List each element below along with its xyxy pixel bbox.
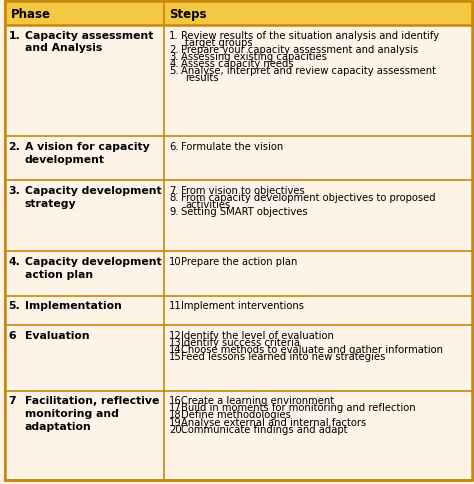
Bar bbox=[5, 181, 164, 252]
Text: results: results bbox=[185, 73, 219, 83]
Bar bbox=[5, 296, 164, 326]
Text: Analyse external and internal factors: Analyse external and internal factors bbox=[181, 417, 366, 426]
Text: 3.: 3. bbox=[9, 186, 20, 196]
Text: Identify success criteria: Identify success criteria bbox=[181, 338, 300, 348]
Text: Phase: Phase bbox=[10, 8, 50, 20]
Text: From capacity development objectives to proposed: From capacity development objectives to … bbox=[181, 193, 435, 203]
Bar bbox=[164, 252, 472, 296]
Text: Create a learning environment: Create a learning environment bbox=[181, 395, 334, 406]
Text: Evaluation: Evaluation bbox=[25, 331, 89, 341]
Text: Capacity assessment
and Analysis: Capacity assessment and Analysis bbox=[25, 30, 153, 53]
Text: Define methodologies: Define methodologies bbox=[181, 409, 291, 420]
Text: Choose methods to evaluate and gather information: Choose methods to evaluate and gather in… bbox=[181, 345, 443, 355]
Text: Prepare your capacity assessment and analysis: Prepare your capacity assessment and ana… bbox=[181, 45, 418, 55]
Text: 8.: 8. bbox=[169, 193, 179, 203]
Text: 17.: 17. bbox=[169, 403, 185, 412]
Text: Formulate the vision: Formulate the vision bbox=[181, 141, 283, 151]
Bar bbox=[5, 136, 164, 181]
Text: 1.: 1. bbox=[169, 30, 179, 41]
Text: 13.: 13. bbox=[169, 338, 185, 348]
Bar bbox=[5, 26, 164, 136]
Text: 5.: 5. bbox=[9, 301, 20, 311]
Text: Review results of the situation analysis and identify: Review results of the situation analysis… bbox=[181, 30, 439, 41]
Text: Capacity development
strategy: Capacity development strategy bbox=[25, 186, 161, 209]
Text: Assess capacity needs: Assess capacity needs bbox=[181, 59, 293, 69]
Text: 11.: 11. bbox=[169, 301, 185, 311]
Text: A vision for capacity
development: A vision for capacity development bbox=[25, 141, 149, 164]
Text: Steps: Steps bbox=[169, 8, 207, 20]
Bar bbox=[5, 391, 164, 480]
Text: 18.: 18. bbox=[169, 409, 185, 420]
Text: 16.: 16. bbox=[169, 395, 185, 406]
Text: Capacity development
action plan: Capacity development action plan bbox=[25, 257, 161, 279]
Text: 7.: 7. bbox=[169, 186, 179, 196]
Text: Feed lessons learned into new strategies: Feed lessons learned into new strategies bbox=[181, 352, 385, 362]
Text: Assessing existing capacities: Assessing existing capacities bbox=[181, 52, 327, 61]
Text: target groups: target groups bbox=[185, 38, 253, 47]
Text: activities: activities bbox=[185, 200, 230, 210]
Text: 7: 7 bbox=[9, 395, 16, 406]
Text: 4.: 4. bbox=[169, 59, 179, 69]
Bar bbox=[164, 326, 472, 391]
Text: Implement interventions: Implement interventions bbox=[181, 301, 303, 311]
Text: 19.: 19. bbox=[169, 417, 185, 426]
Text: 1.: 1. bbox=[9, 30, 20, 41]
Bar bbox=[164, 181, 472, 252]
Bar bbox=[164, 136, 472, 181]
Text: 6.: 6. bbox=[169, 141, 179, 151]
Text: 9.: 9. bbox=[169, 207, 179, 217]
Text: Communicate findings and adapt: Communicate findings and adapt bbox=[181, 424, 347, 434]
Bar bbox=[5, 326, 164, 391]
Text: 3.: 3. bbox=[169, 52, 179, 61]
Text: Prepare the action plan: Prepare the action plan bbox=[181, 257, 297, 266]
Text: 5.: 5. bbox=[169, 65, 179, 76]
Text: Setting SMART objectives: Setting SMART objectives bbox=[181, 207, 307, 217]
Text: 2.: 2. bbox=[169, 45, 179, 55]
Text: 4.: 4. bbox=[9, 257, 20, 266]
Bar bbox=[5, 2, 472, 26]
Text: 2.: 2. bbox=[9, 141, 20, 151]
Text: Build in moments for monitoring and reflection: Build in moments for monitoring and refl… bbox=[181, 403, 415, 412]
Text: Identify the level of evaluation: Identify the level of evaluation bbox=[181, 331, 334, 341]
Text: 12.: 12. bbox=[169, 331, 185, 341]
Bar bbox=[5, 252, 164, 296]
Bar bbox=[164, 26, 472, 136]
Text: 14.: 14. bbox=[169, 345, 185, 355]
Text: Implementation: Implementation bbox=[25, 301, 121, 311]
Text: From vision to objectives: From vision to objectives bbox=[181, 186, 304, 196]
Bar bbox=[164, 391, 472, 480]
Bar bbox=[164, 296, 472, 326]
Text: 6: 6 bbox=[9, 331, 16, 341]
Text: 10.: 10. bbox=[169, 257, 185, 266]
Text: Analyse, interpret and review capacity assessment: Analyse, interpret and review capacity a… bbox=[181, 65, 436, 76]
Text: Facilitation, reflective
monitoring and
adaptation: Facilitation, reflective monitoring and … bbox=[25, 395, 159, 431]
Text: 15.: 15. bbox=[169, 352, 185, 362]
Text: 20.: 20. bbox=[169, 424, 185, 434]
